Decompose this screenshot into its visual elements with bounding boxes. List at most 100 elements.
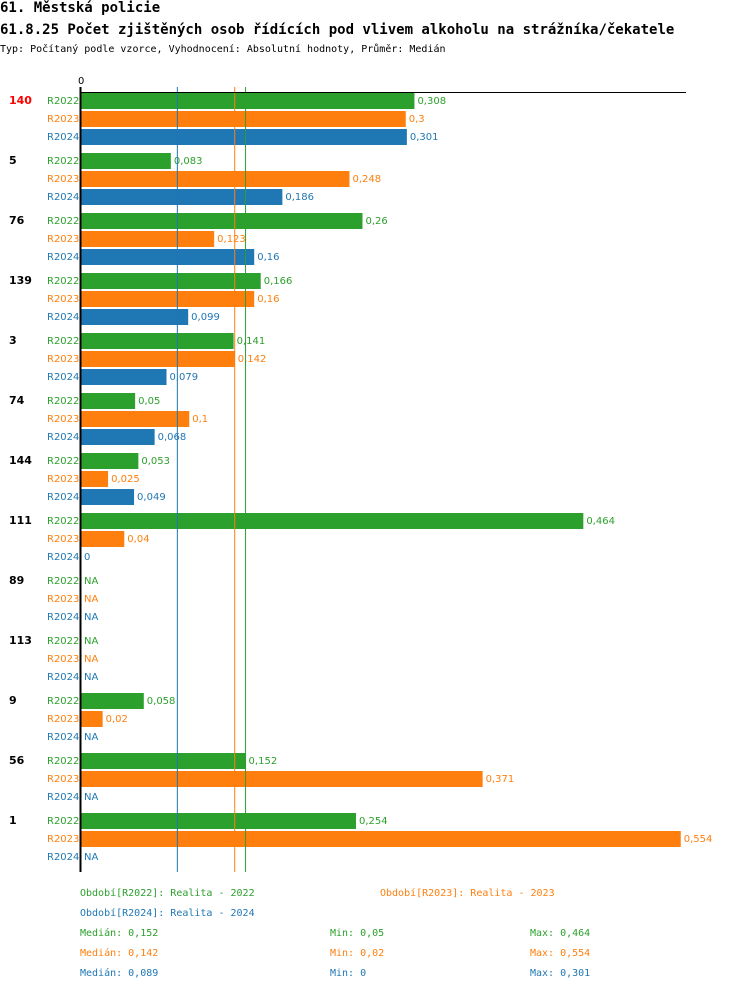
data-label-56-R2024: NA	[84, 792, 98, 803]
category-label-3: 3	[9, 334, 17, 347]
series-label-56-R2022: R2022	[47, 756, 79, 767]
category-label-56: 56	[9, 754, 25, 767]
legend-period-r2023: Období[R2023]: Realita - 2023	[380, 888, 555, 899]
series-label-1-R2023: R2023	[47, 834, 79, 845]
data-label-140-R2022: 0,308	[417, 96, 446, 107]
series-label-140-R2023: R2023	[47, 114, 79, 125]
data-label-74-R2023: 0,1	[192, 414, 208, 425]
bar-5-R2023	[81, 171, 350, 187]
data-label-89-R2024: NA	[84, 612, 98, 623]
series-label-144-R2022: R2022	[47, 456, 79, 467]
series-label-1-R2022: R2022	[47, 816, 79, 827]
series-label-3-R2022: R2022	[47, 336, 79, 347]
bar-74-R2023	[81, 411, 190, 427]
series-label-3-R2024: R2024	[47, 372, 79, 383]
series-label-1-R2024: R2024	[47, 852, 79, 863]
category-label-1: 1	[9, 814, 17, 827]
series-label-113-R2024: R2024	[47, 672, 79, 683]
category-label-144: 144	[9, 454, 32, 467]
stat-max-r2023: Max: 0,554	[530, 948, 591, 959]
series-label-74-R2022: R2022	[47, 396, 79, 407]
series-label-9-R2024: R2024	[47, 732, 79, 743]
bar-139-R2023	[81, 291, 255, 307]
series-label-139-R2023: R2023	[47, 294, 79, 305]
data-label-139-R2022: 0,166	[264, 276, 293, 287]
category-label-113: 113	[9, 634, 32, 647]
data-label-1-R2022: 0,254	[359, 816, 388, 827]
category-label-111: 111	[9, 514, 32, 527]
stat-max-r2022: Max: 0,464	[530, 928, 591, 939]
chart-subtitle: 61.8.25 Počet zjištěných osob řídících p…	[0, 22, 675, 38]
bar-139-R2024	[81, 309, 189, 325]
data-label-111-R2024: 0	[84, 552, 90, 563]
series-label-144-R2024: R2024	[47, 492, 79, 503]
series-label-89-R2023: R2023	[47, 594, 79, 605]
bar-140-R2024	[81, 129, 407, 145]
bar-56-R2022	[81, 753, 246, 769]
series-label-140-R2022: R2022	[47, 96, 79, 107]
data-label-5-R2022: 0,083	[174, 156, 203, 167]
data-label-76-R2023: 0,123	[217, 234, 246, 245]
bar-76-R2024	[81, 249, 255, 265]
category-label-5: 5	[9, 154, 17, 167]
stat-min-r2023: Min: 0,02	[330, 948, 385, 959]
data-label-74-R2022: 0,05	[138, 396, 160, 407]
data-label-89-R2022: NA	[84, 576, 98, 587]
series-label-113-R2023: R2023	[47, 654, 79, 665]
bar-56-R2023	[81, 771, 483, 787]
bar-1-R2023	[81, 831, 681, 847]
data-label-144-R2023: 0,025	[111, 474, 140, 485]
bar-140-R2023	[81, 111, 406, 127]
data-label-9-R2024: NA	[84, 732, 98, 743]
data-label-5-R2023: 0,248	[352, 174, 381, 185]
series-label-9-R2023: R2023	[47, 714, 79, 725]
series-label-111-R2022: R2022	[47, 516, 79, 527]
series-label-76-R2022: R2022	[47, 216, 79, 227]
bar-5-R2024	[81, 189, 283, 205]
bar-3-R2024	[81, 369, 167, 385]
data-label-111-R2022: 0,464	[586, 516, 615, 527]
series-label-56-R2023: R2023	[47, 774, 79, 785]
series-label-139-R2022: R2022	[47, 276, 79, 287]
legend-period-r2022: Období[R2022]: Realita - 2022	[80, 888, 255, 899]
data-label-56-R2023: 0,371	[486, 774, 515, 785]
bar-1-R2022	[81, 813, 356, 829]
bar-9-R2022	[81, 693, 144, 709]
data-label-76-R2022: 0,26	[365, 216, 387, 227]
bar-74-R2024	[81, 429, 155, 445]
data-label-1-R2024: NA	[84, 852, 98, 863]
bar-111-R2023	[81, 531, 125, 547]
series-label-5-R2023: R2023	[47, 174, 79, 185]
data-label-56-R2022: 0,152	[249, 756, 278, 767]
data-label-140-R2024: 0,301	[410, 132, 439, 143]
category-label-76: 76	[9, 214, 25, 227]
series-label-5-R2022: R2022	[47, 156, 79, 167]
stat-max-r2024: Max: 0,301	[530, 968, 591, 979]
data-label-74-R2024: 0,068	[158, 432, 187, 443]
data-label-113-R2023: NA	[84, 654, 98, 665]
x-axis-zero-label: 0	[78, 76, 84, 87]
stat-median-r2024: Medián: 0,089	[80, 968, 159, 979]
page-title: 61. Městská policie	[0, 0, 161, 16]
stat-median-r2023: Medián: 0,142	[80, 948, 159, 959]
data-label-3-R2022: 0,141	[237, 336, 266, 347]
bar-76-R2023	[81, 231, 215, 247]
data-label-139-R2024: 0,099	[191, 312, 220, 323]
bar-74-R2022	[81, 393, 136, 409]
bar-9-R2023	[81, 711, 103, 727]
data-label-113-R2022: NA	[84, 636, 98, 647]
stat-min-r2024: Min: 0	[330, 968, 367, 979]
series-label-89-R2022: R2022	[47, 576, 79, 587]
category-label-139: 139	[9, 274, 32, 287]
data-label-139-R2023: 0,16	[257, 294, 279, 305]
series-label-76-R2023: R2023	[47, 234, 79, 245]
bar-76-R2022	[81, 213, 363, 229]
series-label-140-R2024: R2024	[47, 132, 79, 143]
bar-144-R2024	[81, 489, 135, 505]
bar-144-R2023	[81, 471, 109, 487]
series-label-111-R2023: R2023	[47, 534, 79, 545]
data-label-1-R2023: 0,554	[684, 834, 713, 845]
series-label-5-R2024: R2024	[47, 192, 79, 203]
data-label-144-R2024: 0,049	[137, 492, 166, 503]
